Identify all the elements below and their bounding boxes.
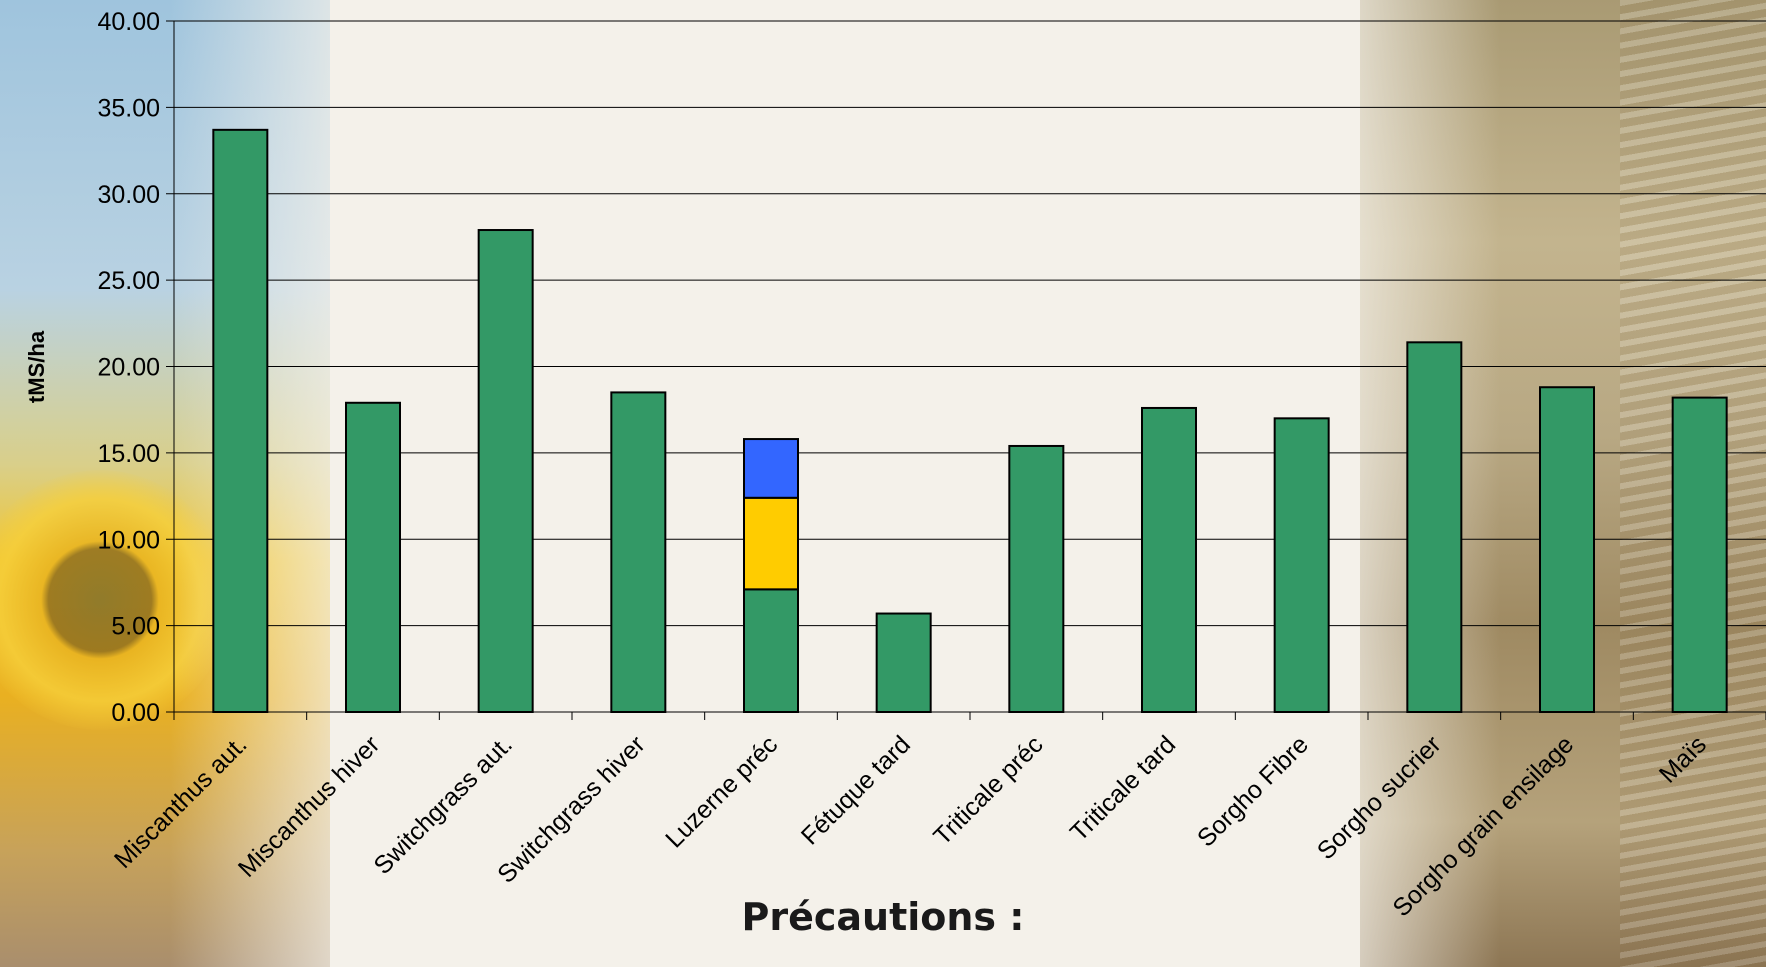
y-tick-label: 10.00: [97, 526, 160, 554]
y-tick-label: 15.00: [97, 440, 160, 468]
bar-1: [875, 612, 932, 713]
x-tick-label: Maïs: [1654, 730, 1712, 788]
y-tick-label: 5.00: [111, 613, 160, 641]
x-tick-label: Sorgho sucrier: [1312, 730, 1447, 865]
x-tick-label: Switchgrass aut.: [368, 730, 517, 879]
bar-1: [1539, 386, 1595, 713]
y-tick-label: 0.00: [111, 699, 160, 727]
x-tick-label: Switchgrass hiver: [492, 730, 650, 888]
bar-1: [1008, 444, 1065, 713]
bar-1: [1671, 396, 1728, 713]
bar-1: [743, 588, 799, 713]
bars: [212, 128, 1728, 713]
x-tick-label: Triticale préc: [928, 730, 1048, 850]
x-tick-label: Fétuque tard: [796, 730, 916, 850]
x-tick-label: Luzerne préc: [660, 730, 783, 853]
gridlines: [174, 20, 1766, 627]
y-tick-label: 35.00: [97, 94, 160, 122]
bar-1: [345, 401, 401, 713]
x-tick-label: Miscanthus aut.: [109, 730, 253, 874]
y-tick-label: 30.00: [97, 181, 160, 209]
bar-2: [743, 496, 799, 591]
bar-1: [610, 391, 667, 713]
bar-1: [1273, 417, 1330, 713]
y-tick-label: 20.00: [97, 354, 160, 382]
y-axis-label: tMS/ha: [24, 330, 49, 403]
bar-1: [1141, 406, 1197, 713]
y-tick-labels: 0.00 5.00 10.00 15.00 20.00 25.00 30.00 35.00 40…: [97, 8, 160, 727]
bar-1: [477, 229, 534, 713]
axes: [166, 20, 1766, 720]
y-tick-label: 40.00: [97, 8, 160, 36]
overlay-title: Précautions :: [741, 895, 1025, 939]
bar-1: [1406, 341, 1463, 713]
x-tick-label: Sorgho Fibre: [1192, 730, 1314, 852]
x-tick-label: Triticale tard: [1065, 730, 1181, 846]
x-tick-label: Miscanthus hiver: [233, 730, 385, 882]
x-tick-labels: Miscanthus aut.Miscanthus hiverSwitchgra…: [109, 730, 1712, 922]
bar-1: [212, 128, 269, 713]
y-tick-label: 25.00: [97, 267, 160, 295]
bar-3: [743, 438, 799, 499]
